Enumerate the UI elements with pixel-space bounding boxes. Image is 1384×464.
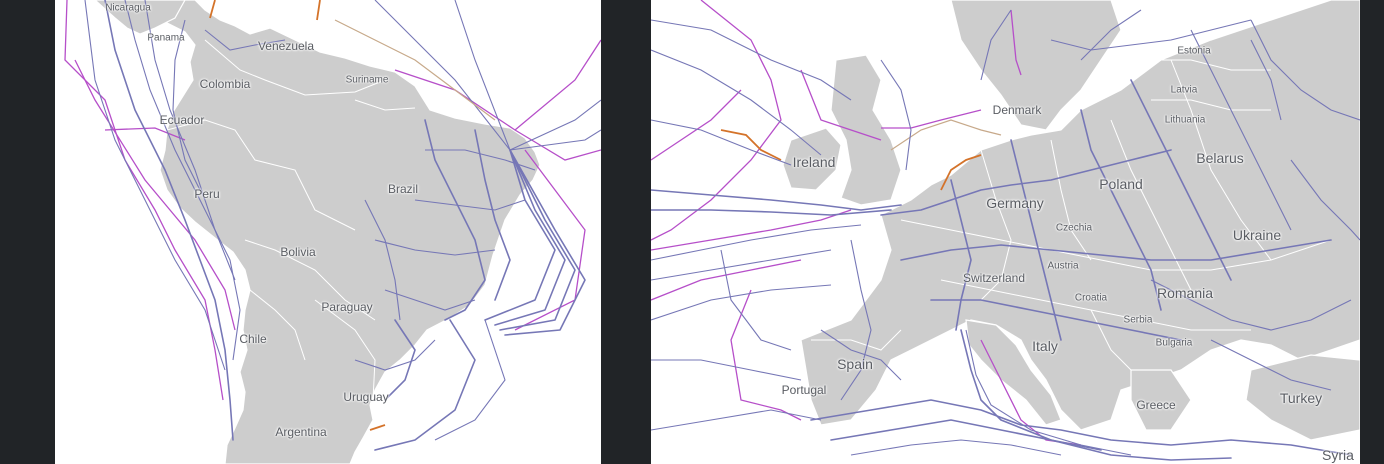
label-colombia: Colombia [199,77,251,91]
label-croatia: Croatia [1074,292,1108,304]
label-turkey: Turkey [1279,390,1323,406]
label-argentina: Argentina [275,425,327,439]
label-switzerland: Switzerland [962,271,1026,285]
label-estonia: Estonia [1177,45,1211,57]
label-austria: Austria [1047,260,1079,272]
label-latvia: Latvia [1170,84,1198,96]
map-panel-south-america[interactable]: Nicaragua Panama Venezuela Suriname Colo… [55,0,601,464]
landmass-south-america [104,0,541,464]
label-paraguay: Paraguay [321,300,373,314]
label-lithuania: Lithuania [1164,114,1206,126]
landmass-ireland [782,127,842,191]
south-america-map [64,0,601,464]
label-chile: Chile [239,332,267,346]
landmass-turkey [1245,354,1360,441]
label-germany: Germany [986,195,1044,211]
label-ukraine: Ukraine [1232,227,1282,243]
label-serbia: Serbia [1123,314,1153,326]
label-portugal: Portugal [781,383,827,397]
label-bulgaria: Bulgaria [1155,337,1193,349]
label-denmark: Denmark [992,103,1042,117]
landmass-italy [965,319,1062,426]
label-uruguay: Uruguay [343,390,389,404]
landmass-great-britain [830,54,902,206]
label-nicaragua: Nicaragua [105,2,151,14]
label-romania: Romania [1156,285,1214,301]
label-poland: Poland [1099,176,1143,192]
europe-map [651,0,1360,461]
landmass-greece [1130,369,1192,431]
landmass-central-america [94,0,186,35]
label-italy: Italy [1032,338,1058,354]
label-suriname: Suriname [345,74,389,86]
label-venezuela: Venezuela [257,39,315,53]
label-peru: Peru [194,187,220,201]
label-panama: Panama [147,32,185,44]
label-brazil: Brazil [387,182,419,196]
label-syria: Syria [1322,447,1354,463]
label-bolivia: Bolivia [280,245,316,259]
label-ireland: Ireland [792,154,836,170]
label-greece: Greece [1136,398,1176,412]
label-spain: Spain [837,356,873,372]
map-panel-europe[interactable]: Estonia Latvia Lithuania Denmark Belarus… [651,0,1360,464]
label-belarus: Belarus [1196,150,1244,166]
label-ecuador: Ecuador [159,113,205,127]
label-czechia: Czechia [1055,222,1093,234]
